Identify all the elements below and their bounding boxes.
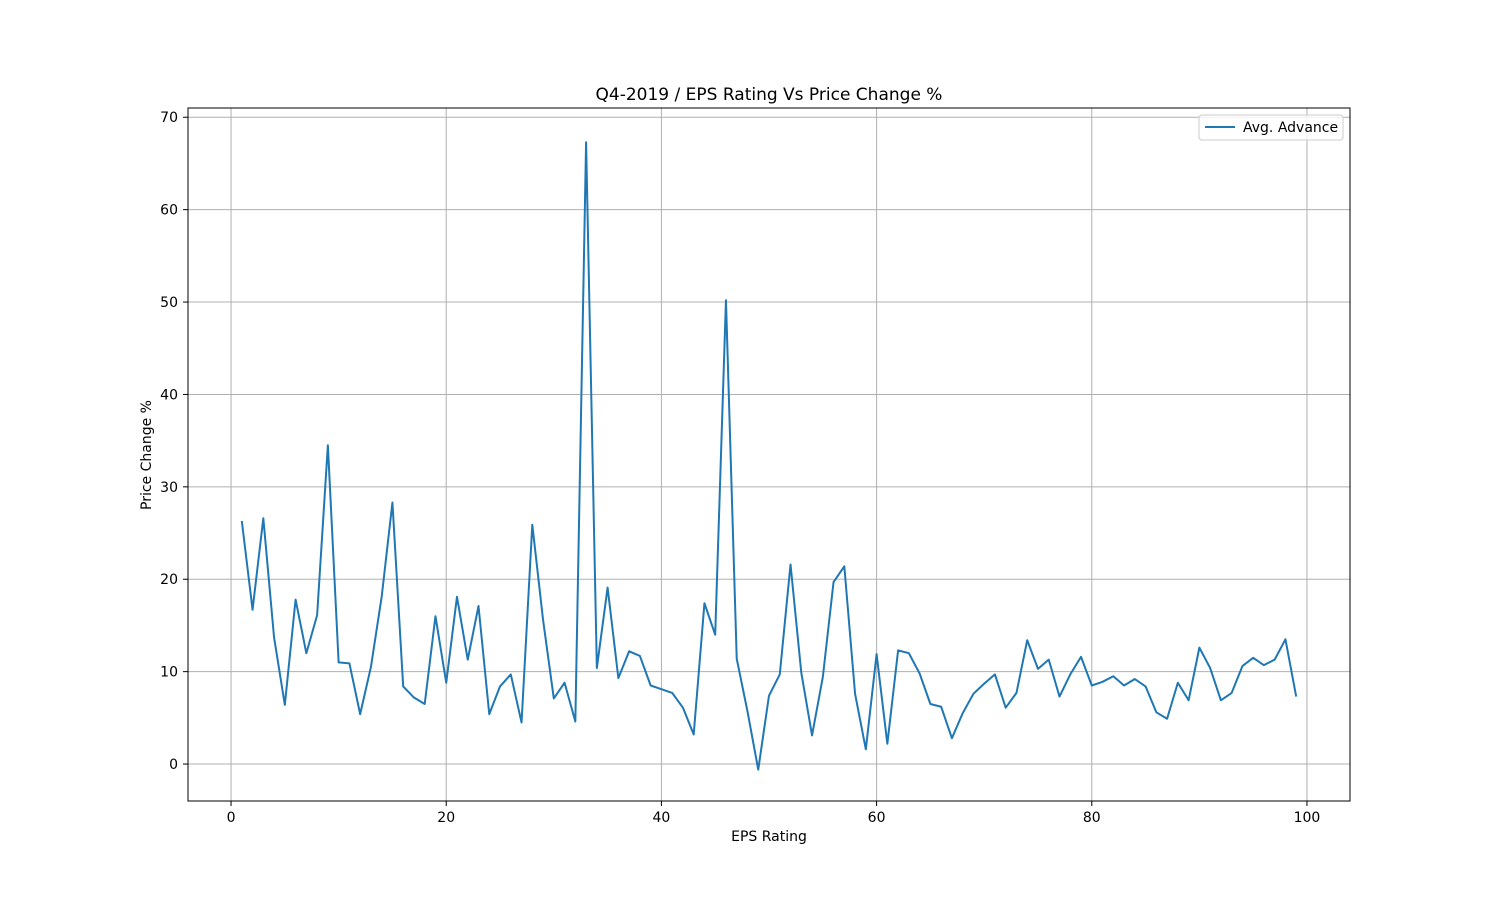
series-group xyxy=(240,141,1298,771)
x-tick-label: 60 xyxy=(868,810,886,826)
legend-label: Avg. Advance xyxy=(1243,120,1338,136)
y-tick-label: 50 xyxy=(160,295,178,311)
y-tick-label: 10 xyxy=(160,665,178,681)
y-tick-label: 30 xyxy=(160,480,178,496)
plot-frame xyxy=(187,107,1351,802)
y-tick-label: 70 xyxy=(160,110,178,126)
legend: Avg. Advance xyxy=(1198,114,1344,141)
series-line-avg-advance xyxy=(240,141,1298,771)
legend-box xyxy=(1198,114,1344,141)
x-tick-label: 40 xyxy=(652,810,670,826)
x-tick-label: 80 xyxy=(1083,810,1101,826)
y-tick-label: 60 xyxy=(160,203,178,219)
x-tick-label: 100 xyxy=(1294,810,1321,826)
y-tick-label: 40 xyxy=(160,387,178,403)
x-tick-label: 0 xyxy=(227,810,236,826)
grid xyxy=(188,108,1350,801)
y-axis-label: Price Change % xyxy=(139,400,155,510)
y-tick-label: 0 xyxy=(169,757,178,773)
x-axis-label: EPS Rating xyxy=(731,829,807,845)
chart-title: Q4-2019 / EPS Rating Vs Price Change % xyxy=(596,85,943,105)
x-tick-label: 20 xyxy=(437,810,455,826)
y-tick-label: 20 xyxy=(160,572,178,588)
ticks: 0 20 40 60 80 100 0 10 20 30 40 50 60 70 xyxy=(160,110,1320,826)
